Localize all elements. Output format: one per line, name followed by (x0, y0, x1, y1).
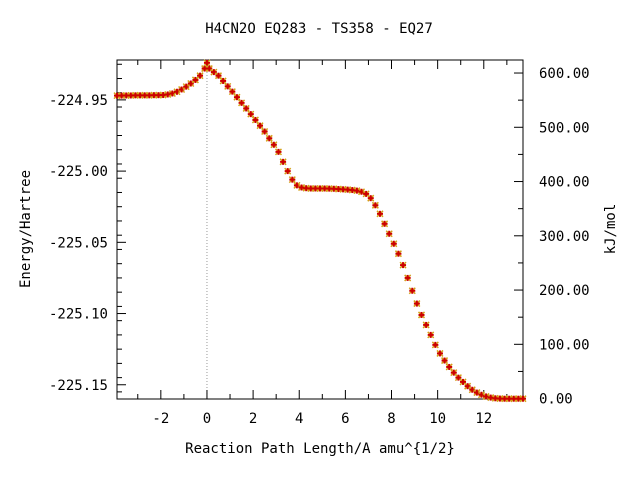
y2-tick-label: 200.00 (539, 283, 590, 299)
data-point (427, 331, 435, 339)
data-point (445, 363, 453, 371)
x-tick-label: 10 (429, 411, 446, 427)
data-point (431, 341, 439, 349)
y-tick-label: -224.95 (49, 93, 108, 109)
data-point (519, 395, 527, 403)
data-point (413, 300, 421, 308)
data-point (371, 201, 379, 209)
data-point (247, 110, 255, 118)
y2-axis-label: kJ/mol (603, 204, 619, 255)
data-point (394, 250, 402, 258)
data-point (381, 220, 389, 228)
data-point (408, 287, 416, 295)
data-point (228, 88, 236, 96)
x-tick-label: 2 (249, 411, 257, 427)
data-points-layer (113, 59, 527, 403)
x-tick-label: 12 (475, 411, 492, 427)
x-tick-label: 8 (387, 411, 395, 427)
y2-tick-label: 100.00 (539, 337, 590, 353)
y2-tick-label: 0.00 (539, 392, 573, 408)
data-point (265, 134, 273, 142)
x-tick-label: 6 (341, 411, 349, 427)
data-point (385, 230, 393, 238)
y-axis-label: Energy/Hartree (18, 170, 34, 288)
data-point (279, 158, 287, 166)
data-point (417, 311, 426, 319)
data-point (270, 141, 278, 149)
y2-tick-label: 500.00 (539, 120, 590, 136)
x-tick-label: -2 (152, 411, 169, 427)
data-point (238, 99, 246, 107)
tick-layer: -2 0 2 4 6 8 10 12 -224.95 -225.00 -225.05 -225.10 -… (49, 60, 590, 427)
data-point (205, 65, 213, 73)
data-point (196, 72, 204, 80)
data-point (436, 349, 444, 357)
x-tick-label: 4 (295, 411, 303, 427)
y2-tick-label: 300.00 (539, 229, 590, 245)
data-point (242, 104, 250, 112)
data-point (399, 261, 407, 269)
data-point (367, 194, 375, 202)
data-point (422, 321, 430, 329)
data-point (441, 357, 449, 365)
y-tick-label: -225.10 (49, 307, 108, 323)
chart-title: H4CN2O EQ283 - TS358 - EQ27 (205, 21, 433, 37)
data-point (233, 93, 241, 101)
data-point (251, 116, 259, 124)
data-point (274, 148, 283, 156)
data-point (256, 122, 264, 130)
data-point (288, 176, 296, 184)
data-point (376, 210, 384, 218)
data-point (168, 89, 176, 98)
y-tick-label: -225.15 (49, 378, 108, 394)
x-tick-label: 0 (203, 411, 211, 427)
data-point (284, 167, 292, 175)
y2-tick-label: 600.00 (539, 66, 590, 82)
data-point (219, 77, 227, 85)
data-point (261, 127, 269, 136)
data-point (203, 59, 211, 67)
plot-area-frame (116, 59, 524, 400)
y-tick-label: -225.05 (49, 235, 108, 251)
data-point (404, 274, 412, 282)
y2-tick-label: 400.00 (539, 175, 590, 191)
data-point (390, 240, 398, 248)
data-point (459, 378, 467, 386)
x-axis-label: Reaction Path Length/A amu^{1/2} (185, 441, 455, 457)
y-tick-label: -225.00 (49, 164, 108, 180)
